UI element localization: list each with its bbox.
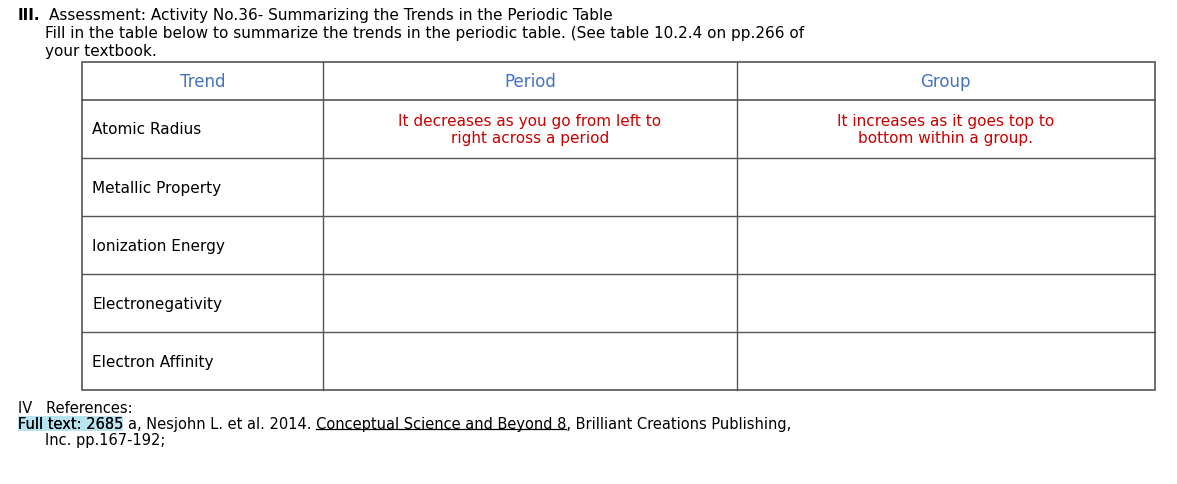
Text: your textbook.: your textbook. [45,44,157,59]
Text: Period: Period [504,73,556,91]
Text: Full text: 2685 a, Nesjohn L. et al. 2014.: Full text: 2685 a, Nesjohn L. et al. 201… [18,416,317,431]
Text: Full text: 2685 a, Nesjohn L. et al. 2014. Conceptual Science and Beyond 8: Full text: 2685 a, Nesjohn L. et al. 201… [18,416,566,431]
Text: Full text: 2685: Full text: 2685 [18,416,124,431]
Text: Electron Affinity: Electron Affinity [92,354,213,369]
Text: Metallic Property: Metallic Property [92,180,221,195]
Text: Group: Group [920,73,971,91]
Text: IV   References:: IV References: [18,400,133,415]
Text: Inc. pp.167-192;: Inc. pp.167-192; [45,432,166,447]
Text: Fill in the table below to summarize the trends in the periodic table. (See tabl: Fill in the table below to summarize the… [45,26,804,41]
Text: Trend: Trend [180,73,226,91]
Bar [18,416,124,431]
Text: Assessment: Activity No.36- Summarizing the Trends in the Periodic Table: Assessment: Activity No.36- Summarizing … [48,8,612,23]
Text: Full text: 2685: Full text: 2685 [18,416,124,431]
Text: Electronegativity: Electronegativity [92,296,222,311]
Bar [82,63,1155,390]
Text: Ionization Energy: Ionization Energy [92,238,225,253]
Text: Full text: 2685 a, Nesjohn L. et al. 2014. Conceptual Science and Beyond 8, Bril: Full text: 2685 a, Nesjohn L. et al. 201… [18,416,791,431]
Text: It increases as it goes top to
bottom within a group.: It increases as it goes top to bottom wi… [837,114,1055,146]
Text: Atomic Radius: Atomic Radius [92,122,201,137]
Text: It decreases as you go from left to
right across a period: It decreases as you go from left to righ… [399,114,661,146]
Text: III.: III. [18,8,40,23]
